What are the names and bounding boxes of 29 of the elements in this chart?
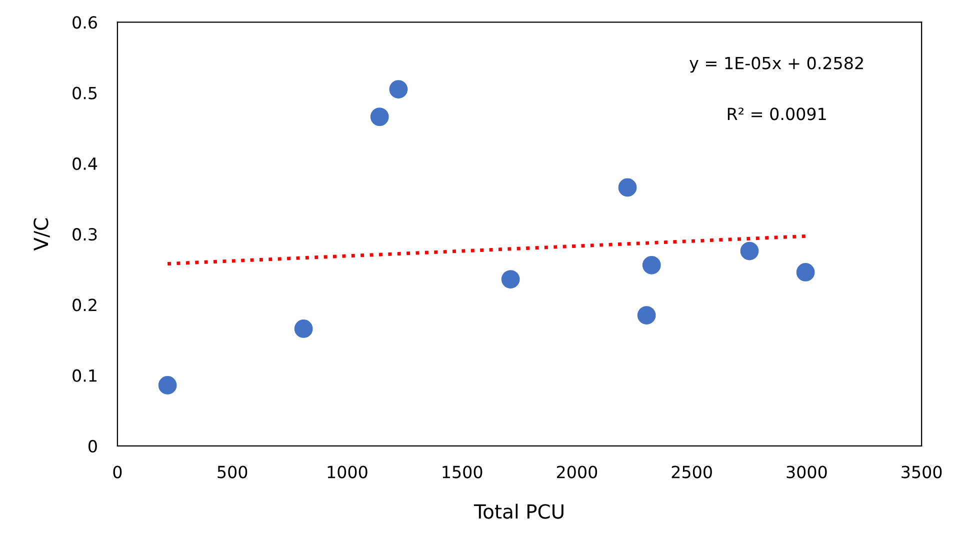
y-tick-label: 0.5 xyxy=(72,86,97,100)
point xyxy=(389,80,408,98)
y-tick-label: 0.4 xyxy=(72,157,98,170)
y-axis-title: V/C xyxy=(34,218,50,251)
x-tick-label: 3000 xyxy=(786,466,827,478)
y-tick-label: 0.1 xyxy=(72,369,96,382)
point xyxy=(740,242,759,260)
x-axis-title: Total PCU xyxy=(474,504,564,519)
y-tick-label: 0 xyxy=(88,440,97,453)
x-tick-label: 1500 xyxy=(442,466,482,478)
annotation: y = 1E-05x + 0.2582 xyxy=(690,56,863,73)
x-tick-label: 0 xyxy=(113,466,122,478)
x-tick-label: 2000 xyxy=(556,466,598,478)
point xyxy=(618,178,637,197)
point xyxy=(158,376,177,394)
x-tick-label: 3500 xyxy=(902,466,942,478)
x-tick-label: 1000 xyxy=(328,466,368,478)
x-tick-label: 500 xyxy=(218,466,248,478)
y-tick-label: 0.6 xyxy=(72,16,97,29)
point xyxy=(642,256,661,274)
x-tick-label: 2500 xyxy=(672,466,712,478)
point xyxy=(370,108,389,126)
point xyxy=(294,320,313,338)
y-tick-label: 0.3 xyxy=(72,228,97,241)
y-tick-label: 0.2 xyxy=(72,298,96,312)
point xyxy=(637,306,656,324)
point xyxy=(796,263,815,282)
annotation: R² = 0.0091 xyxy=(728,108,826,120)
point xyxy=(501,270,520,288)
